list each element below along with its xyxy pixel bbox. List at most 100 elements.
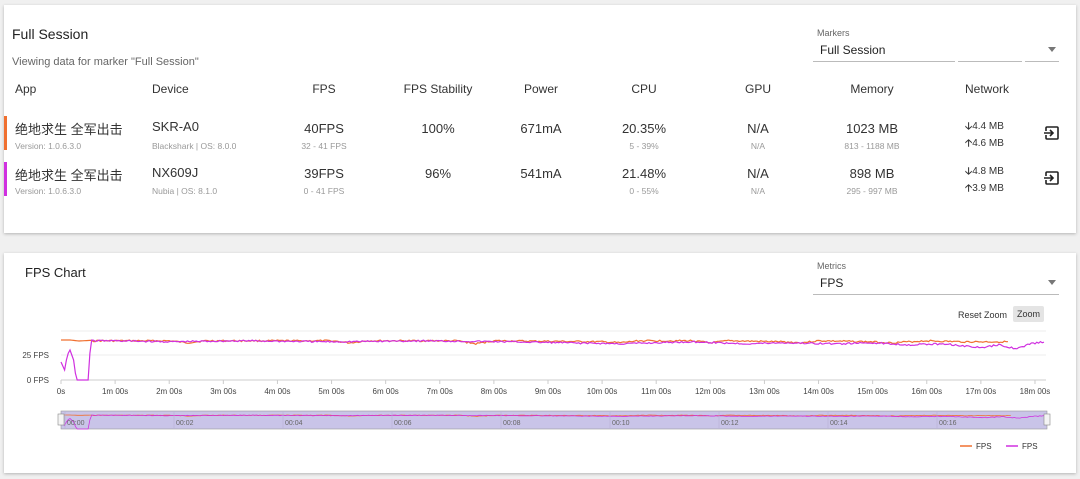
app-version: Version: 1.0.6.3.0: [15, 141, 82, 151]
app-name: 绝地求生 全军出击: [15, 122, 123, 137]
session-card: Full Session Viewing data for marker "Fu…: [4, 5, 1076, 233]
chevron-down-icon: [1048, 47, 1056, 52]
cpu-range: 5 - 39%: [629, 141, 659, 151]
navigator-handle-right: [1043, 413, 1051, 426]
header-app: App: [15, 82, 37, 96]
markers-value: Full Session: [820, 43, 886, 57]
zoom-button[interactable]: Zoom: [1013, 306, 1045, 322]
cpu-range: 0 - 55%: [629, 186, 659, 196]
exit-to-app-icon[interactable]: [1044, 125, 1060, 141]
navigator-window: [60, 410, 1048, 430]
y-tick-label: 25 FPS: [22, 351, 49, 360]
gpu-value: N/A: [747, 166, 769, 181]
row-color-bar: [4, 116, 7, 150]
series-line-2: [60, 339, 1045, 381]
arrow-down-icon: 🡣: [965, 121, 973, 132]
power-value: 671mA: [520, 121, 562, 136]
x-tick-label: 10m 00s: [587, 387, 618, 396]
x-tick-label: 13m 00s: [749, 387, 780, 396]
header-fps-stability: FPS Stability: [403, 82, 473, 96]
fps-line-chart: 0 FPS 25 FPS 0s 1m 00s 2m 00s 3m 00s 4m 00s 5m…: [22, 330, 1051, 451]
x-axis-ticks: 0s 1m 00s 2m 00s 3m 00s 4m 00s 5m 00s 6m 00s 7m…: [57, 380, 1051, 396]
x-tick-label: 15m 00s: [857, 387, 888, 396]
network-up: 🡡3.9 MB: [965, 183, 1004, 194]
memory-range: 813 - 1188 MB: [844, 141, 900, 151]
fps-value: 39FPS: [304, 166, 344, 181]
navigator-tick-label: 00:12: [721, 420, 739, 427]
network-down: 🡣4.4 MB: [965, 121, 1004, 132]
x-tick-label: 11m 00s: [641, 387, 671, 396]
device-info: Nubia | OS: 8.1.0: [152, 186, 218, 196]
x-tick-label: 6m 00s: [373, 387, 399, 396]
cpu-value: 21.48%: [621, 166, 667, 181]
header-fps: FPS: [312, 82, 336, 96]
memory-value: 1023 MB: [845, 121, 899, 136]
x-tick-label: 18m 00s: [1020, 387, 1051, 396]
gpu-sub: N/A: [750, 186, 766, 196]
navigator-tick-label: 00:00: [67, 420, 85, 427]
x-tick-label: 16m 00s: [911, 387, 942, 396]
arrow-up-icon: 🡡: [965, 183, 973, 194]
navigator-tick-label: 00:02: [176, 420, 194, 427]
device-name: SKR-A0: [152, 119, 199, 134]
x-tick-label: 3m 00s: [210, 387, 236, 396]
legend-label: FPS: [1022, 442, 1038, 451]
x-tick-label: 17m 00s: [966, 387, 997, 396]
device-name: NX609J: [152, 165, 199, 180]
navigator-series-line: [60, 414, 1048, 430]
app-version: Version: 1.0.6.3.0: [15, 186, 82, 196]
y-axis-ticks: 0 FPS 25 FPS: [22, 351, 49, 385]
navigator-tick-label: 00:14: [830, 420, 848, 427]
fps-stability: 96%: [424, 166, 452, 181]
chart-title: FPS Chart: [25, 265, 86, 280]
x-tick-label: 14m 00s: [803, 387, 834, 396]
chevron-down-icon: [1048, 280, 1056, 285]
chart-grid: [61, 330, 1046, 381]
legend-label: FPS: [976, 442, 992, 451]
navigator-tick-label: 00:06: [394, 420, 412, 427]
network-up: 🡡4.6 MB: [965, 138, 1004, 149]
metrics-value: FPS: [820, 276, 844, 290]
metrics-label: Metrics: [817, 261, 846, 271]
x-tick-label: 2m 00s: [156, 387, 182, 396]
fps-range: 0 - 41 FPS: [303, 186, 345, 196]
x-tick-label: 7m 00s: [427, 387, 453, 396]
gpu-value: N/A: [747, 121, 769, 136]
chart-series: [60, 339, 1045, 381]
header-cpu: CPU: [631, 82, 657, 96]
markers-label: Markers: [817, 28, 850, 38]
chart-legend: FPS FPS: [960, 442, 1038, 451]
row-color-bar: [4, 162, 7, 196]
chart-navigator: 00:00 00:02 00:04 00:06 00:08 00:10 00:12 00:14…: [57, 410, 1051, 430]
device-info: Blackshark | OS: 8.0.0: [152, 141, 237, 151]
x-tick-label: 8m 00s: [481, 387, 507, 396]
header-power: Power: [523, 82, 559, 96]
network-down: 🡣4.8 MB: [965, 166, 1004, 177]
fps-stability: 100%: [421, 121, 455, 136]
arrow-down-icon: 🡣: [965, 166, 973, 177]
x-tick-label: 4m 00s: [264, 387, 290, 396]
navigator-tick-label: 00:10: [612, 420, 630, 427]
y-tick-label: 0 FPS: [27, 376, 49, 385]
arrow-up-icon: 🡡: [965, 138, 973, 149]
fps-range: 32 - 41 FPS: [301, 141, 347, 151]
power-value: 541mA: [520, 166, 562, 181]
memory-range: 295 - 997 MB: [846, 186, 898, 196]
app-name: 绝地求生 全军出击: [15, 168, 123, 183]
session-title: Full Session: [12, 26, 89, 42]
x-tick-label: 1m 00s: [102, 387, 128, 396]
navigator-tick-label: 00:16: [939, 420, 957, 427]
cpu-value: 20.35%: [621, 121, 667, 136]
header-memory: Memory: [850, 82, 894, 96]
header-gpu: GPU: [744, 82, 772, 96]
x-tick-label: 12m 00s: [695, 387, 726, 396]
x-tick-label: 9m 00s: [535, 387, 561, 396]
fps-value: 40FPS: [304, 121, 344, 136]
navigator-tick-label: 00:04: [285, 420, 303, 427]
navigator-tick-label: 00:08: [503, 420, 521, 427]
header-device: Device: [152, 82, 189, 96]
exit-to-app-icon[interactable]: [1044, 170, 1060, 186]
header-network: Network: [964, 82, 1010, 96]
reset-zoom-button[interactable]: Reset Zoom: [958, 310, 1008, 320]
navigator-handle-left: [57, 413, 65, 426]
